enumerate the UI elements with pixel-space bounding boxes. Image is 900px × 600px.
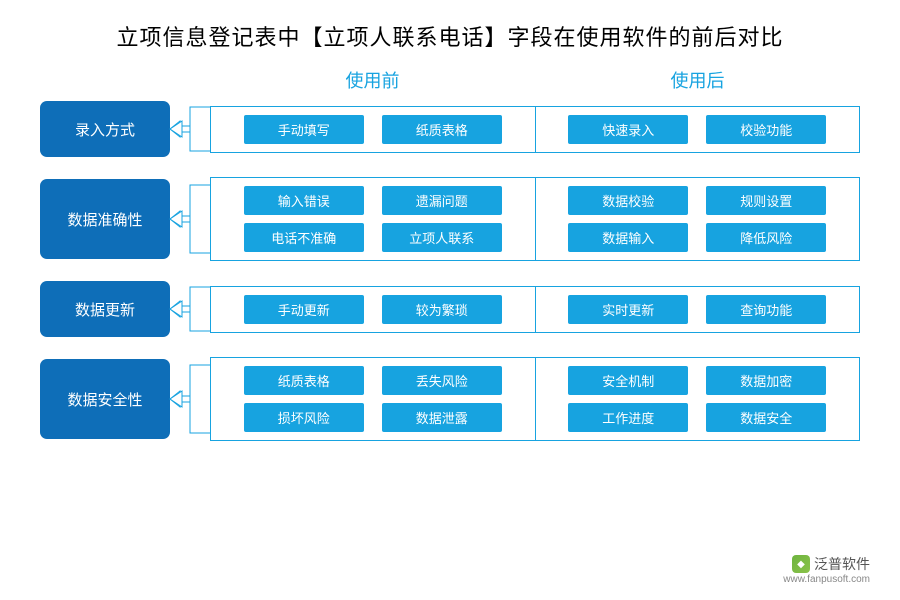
footer-logo-icon: ◆: [792, 555, 810, 573]
page-title: 立项信息登记表中【立项人联系电话】字段在使用软件的前后对比: [40, 20, 860, 52]
item-tag: 规则设置: [706, 186, 826, 215]
item-tag: 丢失风险: [382, 366, 502, 395]
column-after: 安全机制数据加密工作进度数据安全: [536, 358, 860, 440]
item-tag: 校验功能: [706, 115, 826, 144]
header-after: 使用后: [535, 67, 860, 93]
category-label: 数据安全性: [40, 359, 170, 439]
item-tag: 损坏风险: [244, 403, 364, 432]
connector-icon: [170, 179, 210, 259]
item-row: 电话不准确立项人联系: [221, 223, 525, 252]
column-before: 手动填写纸质表格: [211, 107, 536, 152]
item-tag: 查询功能: [706, 295, 826, 324]
item-row: 工作进度数据安全: [546, 403, 850, 432]
item-tag: 电话不准确: [244, 223, 364, 252]
category-label: 数据准确性: [40, 179, 170, 259]
category-label: 录入方式: [40, 101, 170, 157]
content-box: 输入错误遗漏问题电话不准确立项人联系数据校验规则设置数据输入降低风险: [210, 177, 860, 261]
item-tag: 输入错误: [244, 186, 364, 215]
content-box: 手动填写纸质表格快速录入校验功能: [210, 106, 860, 153]
header-before: 使用前: [210, 67, 535, 93]
column-before: 纸质表格丢失风险损坏风险数据泄露: [211, 358, 536, 440]
item-tag: 降低风险: [706, 223, 826, 252]
comparison-row: 录入方式 手动填写纸质表格快速录入校验功能: [40, 101, 860, 157]
item-tag: 立项人联系: [382, 223, 502, 252]
comparison-row: 数据安全性 纸质表格丢失风险损坏风险数据泄露安全机制数据加密工作进度数据安全: [40, 357, 860, 441]
connector-icon: [170, 101, 210, 157]
rows-container: 录入方式 手动填写纸质表格快速录入校验功能数据准确性 输入错误遗漏问题电话不准确…: [40, 101, 860, 441]
footer: ◆ 泛普软件 www.fanpusoft.com: [783, 554, 870, 585]
item-tag: 快速录入: [568, 115, 688, 144]
item-row: 安全机制数据加密: [546, 366, 850, 395]
column-after: 快速录入校验功能: [536, 107, 860, 152]
item-row: 纸质表格丢失风险: [221, 366, 525, 395]
item-tag: 数据加密: [706, 366, 826, 395]
item-tag: 实时更新: [568, 295, 688, 324]
column-after: 实时更新查询功能: [536, 287, 860, 332]
column-after: 数据校验规则设置数据输入降低风险: [536, 178, 860, 260]
item-tag: 数据安全: [706, 403, 826, 432]
item-row: 数据输入降低风险: [546, 223, 850, 252]
item-row: 手动更新较为繁琐: [221, 295, 525, 324]
comparison-row: 数据更新 手动更新较为繁琐实时更新查询功能: [40, 281, 860, 337]
connector-icon: [170, 281, 210, 337]
item-row: 快速录入校验功能: [546, 115, 850, 144]
item-tag: 安全机制: [568, 366, 688, 395]
item-row: 损坏风险数据泄露: [221, 403, 525, 432]
item-row: 数据校验规则设置: [546, 186, 850, 215]
column-headers: 使用前 使用后: [210, 67, 860, 93]
content-box: 纸质表格丢失风险损坏风险数据泄露安全机制数据加密工作进度数据安全: [210, 357, 860, 441]
connector-icon: [170, 359, 210, 439]
item-tag: 纸质表格: [382, 115, 502, 144]
comparison-row: 数据准确性 输入错误遗漏问题电话不准确立项人联系数据校验规则设置数据输入降低风险: [40, 177, 860, 261]
item-row: 输入错误遗漏问题: [221, 186, 525, 215]
item-tag: 遗漏问题: [382, 186, 502, 215]
item-row: 实时更新查询功能: [546, 295, 850, 324]
item-tag: 工作进度: [568, 403, 688, 432]
footer-url: www.fanpusoft.com: [783, 574, 870, 585]
item-tag: 数据校验: [568, 186, 688, 215]
column-before: 输入错误遗漏问题电话不准确立项人联系: [211, 178, 536, 260]
footer-brand: 泛普软件: [814, 554, 870, 574]
item-tag: 纸质表格: [244, 366, 364, 395]
item-tag: 数据泄露: [382, 403, 502, 432]
content-box: 手动更新较为繁琐实时更新查询功能: [210, 286, 860, 333]
item-row: 手动填写纸质表格: [221, 115, 525, 144]
item-tag: 手动填写: [244, 115, 364, 144]
item-tag: 数据输入: [568, 223, 688, 252]
item-tag: 较为繁琐: [382, 295, 502, 324]
category-label: 数据更新: [40, 281, 170, 337]
column-before: 手动更新较为繁琐: [211, 287, 536, 332]
item-tag: 手动更新: [244, 295, 364, 324]
